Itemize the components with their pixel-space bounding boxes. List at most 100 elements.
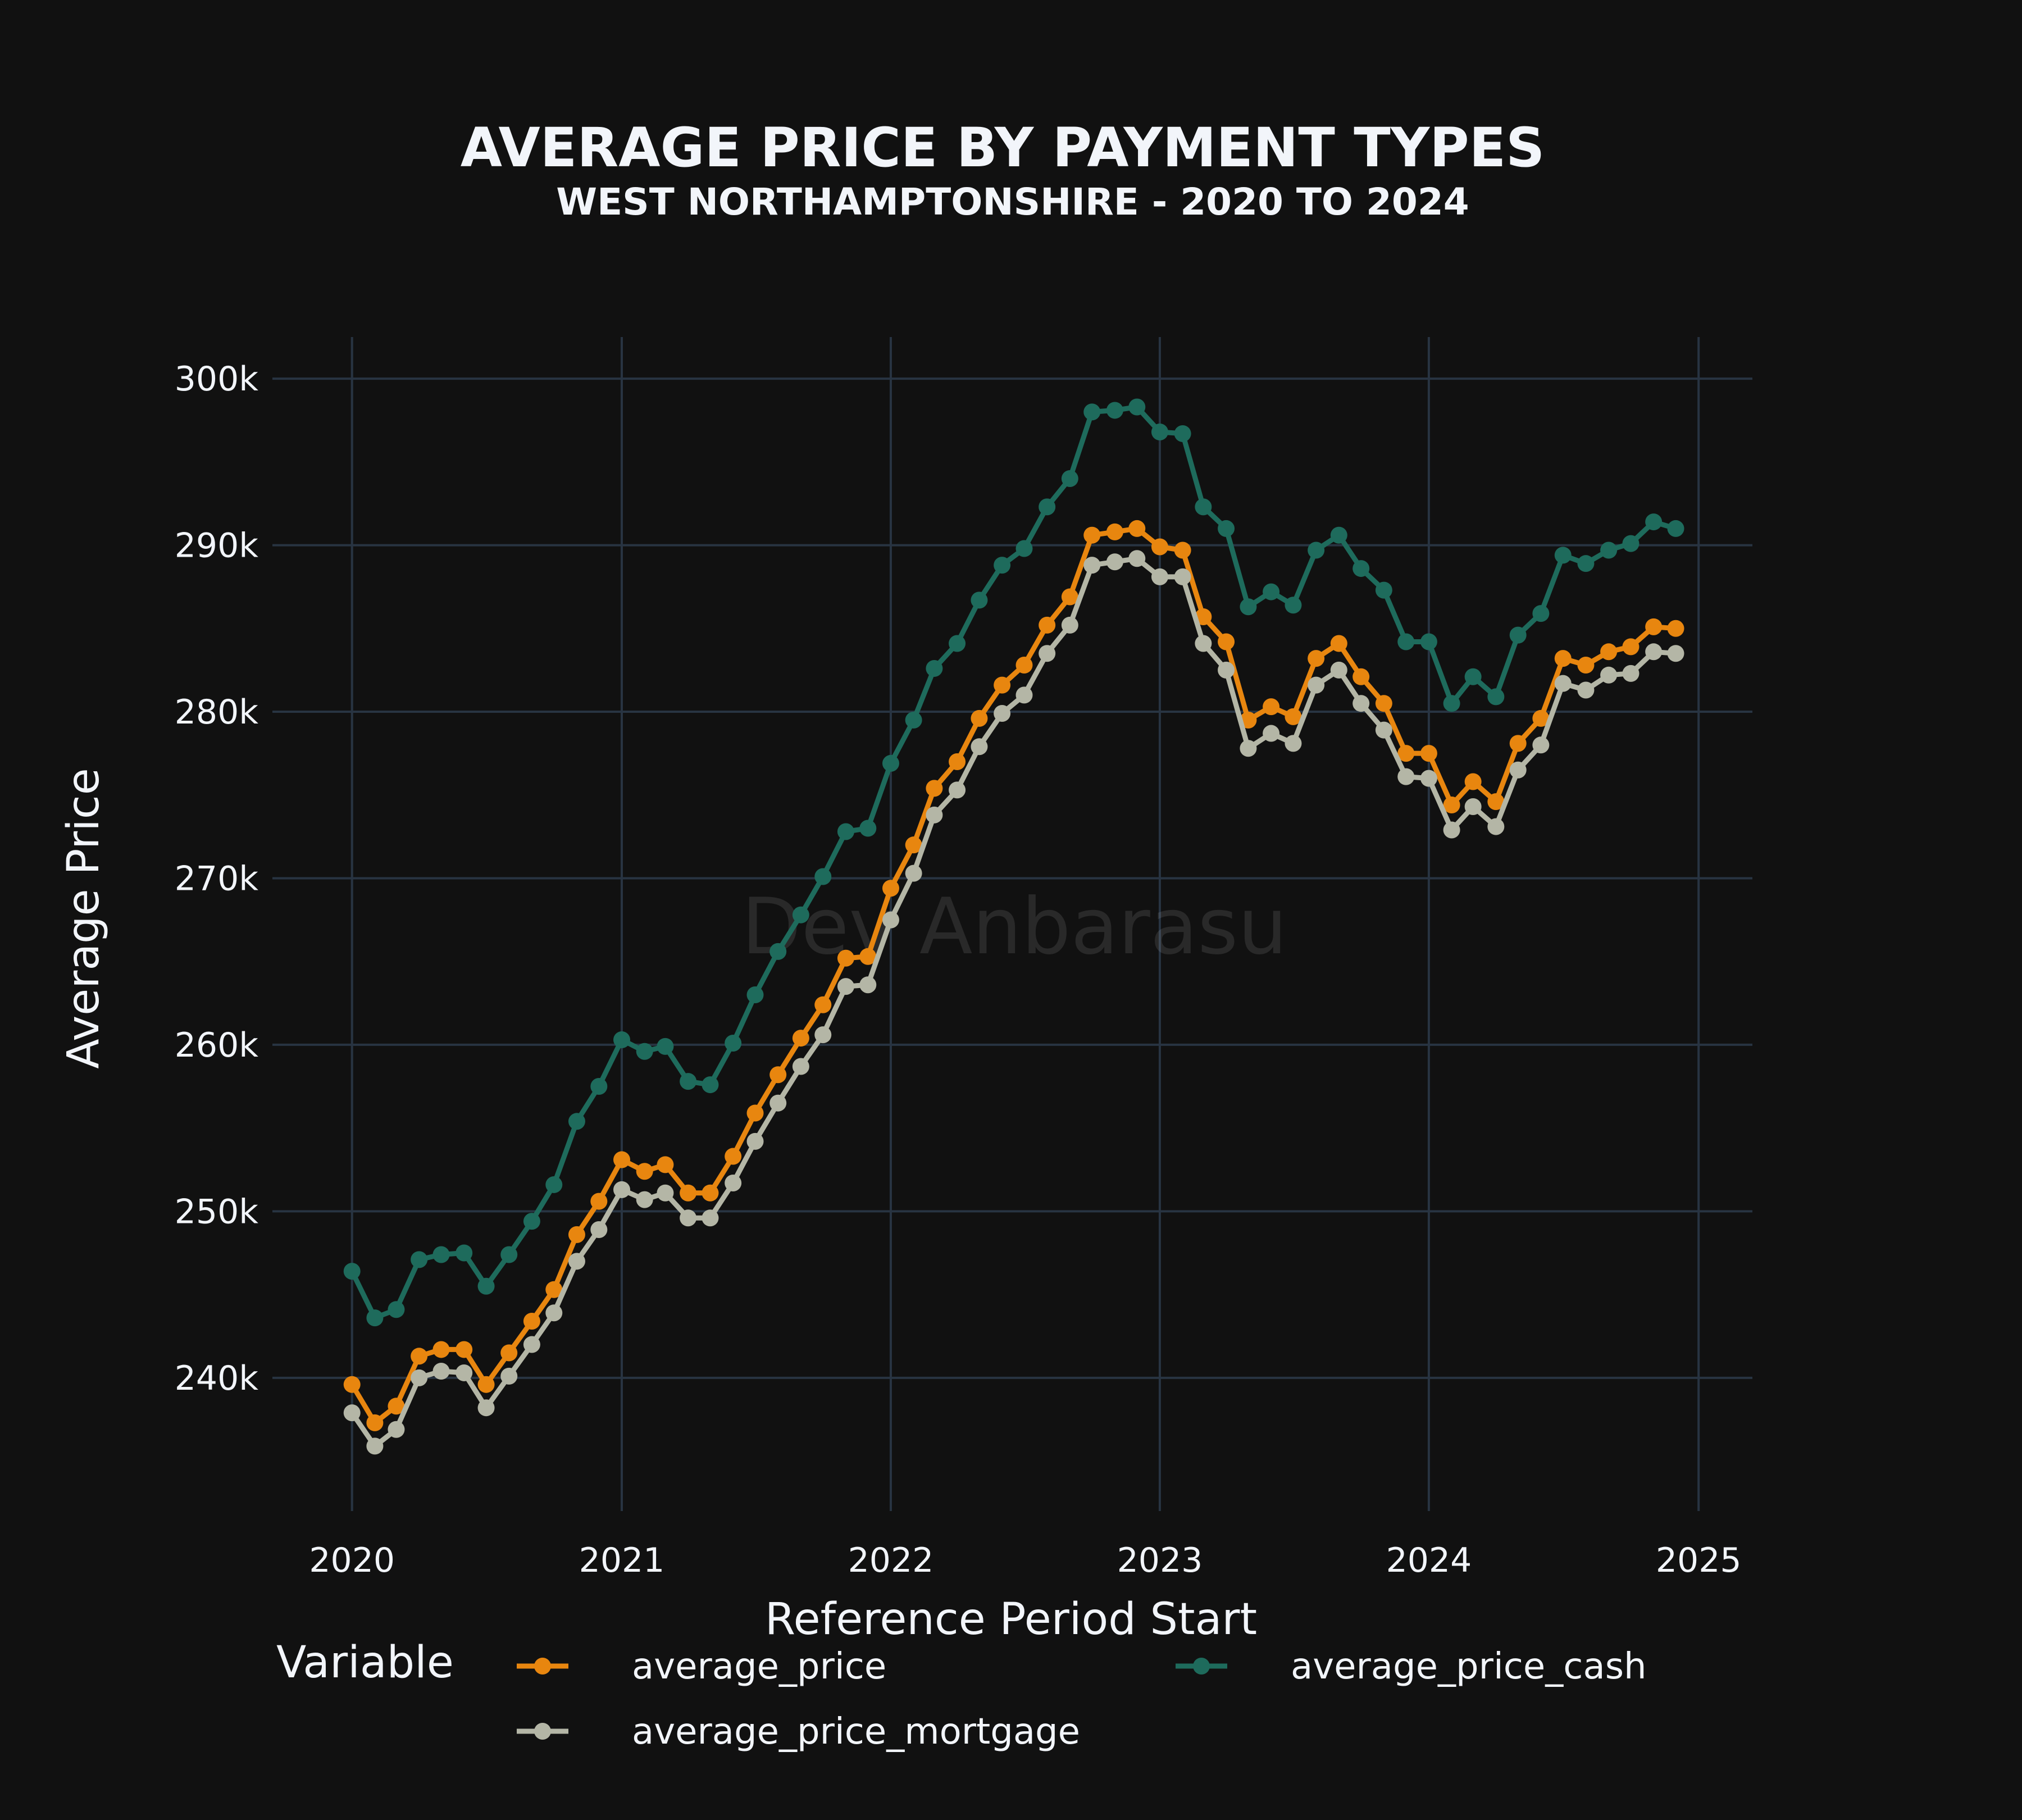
data-point — [1128, 550, 1146, 567]
data-point — [1106, 523, 1123, 540]
data-point — [1532, 709, 1550, 727]
data-point — [859, 948, 877, 965]
series-average_price — [343, 520, 1684, 1431]
legend-swatch-marker — [534, 1723, 551, 1740]
data-point — [456, 1244, 473, 1262]
data-point — [1352, 695, 1370, 712]
data-point — [545, 1281, 563, 1298]
data-point — [1308, 676, 1325, 694]
data-point — [523, 1313, 540, 1330]
data-point — [1645, 513, 1663, 531]
data-point — [343, 1404, 361, 1422]
data-point — [477, 1399, 495, 1417]
data-point — [680, 1209, 697, 1227]
data-point — [814, 996, 832, 1013]
data-point — [837, 823, 854, 840]
data-point — [1039, 645, 1056, 662]
data-point — [568, 1226, 585, 1243]
data-point — [1195, 608, 1212, 626]
data-point — [613, 1181, 631, 1198]
data-point — [388, 1421, 405, 1438]
data-point — [1600, 643, 1618, 661]
data-point — [366, 1437, 384, 1455]
y-tick-label: 300k — [175, 360, 259, 399]
data-point — [680, 1184, 697, 1202]
data-point — [837, 978, 854, 995]
data-point — [432, 1362, 450, 1380]
data-point — [792, 906, 809, 923]
data-point — [613, 1031, 631, 1049]
data-point — [545, 1304, 563, 1322]
data-point — [905, 865, 922, 882]
legend-item-average_price[interactable]: average_price — [517, 1646, 886, 1687]
x-tick-label: 2023 — [1117, 1541, 1203, 1580]
data-point — [882, 754, 899, 772]
data-point — [613, 1151, 631, 1168]
data-point — [523, 1336, 540, 1353]
data-point — [545, 1176, 563, 1193]
data-point — [1509, 761, 1527, 779]
data-point — [926, 659, 943, 677]
data-point — [1240, 598, 1257, 616]
data-point — [1397, 745, 1415, 762]
data-point — [971, 709, 988, 727]
y-tick-label: 250k — [175, 1192, 259, 1231]
series-average_price_mortgage — [343, 550, 1684, 1455]
data-point — [590, 1193, 608, 1210]
data-point — [432, 1246, 450, 1263]
data-point — [568, 1113, 585, 1130]
data-point — [1174, 542, 1191, 559]
data-point — [725, 1034, 742, 1052]
data-point — [636, 1163, 653, 1180]
x-tick-label: 2025 — [1656, 1541, 1742, 1580]
data-point — [1554, 650, 1572, 667]
data-point — [343, 1376, 361, 1393]
data-point — [1061, 470, 1078, 487]
data-point — [1600, 542, 1618, 559]
data-point — [477, 1277, 495, 1295]
data-point — [1061, 616, 1078, 634]
data-point — [1352, 560, 1370, 577]
data-point — [1083, 526, 1101, 544]
data-point — [411, 1251, 428, 1268]
data-point — [1061, 588, 1078, 606]
data-point — [1375, 721, 1392, 739]
data-point — [1443, 821, 1460, 839]
data-point — [1532, 736, 1550, 754]
legend-label: average_price_mortgage — [632, 1711, 1080, 1753]
data-point — [1420, 633, 1437, 650]
data-point — [1464, 798, 1482, 815]
data-point — [523, 1213, 540, 1230]
y-tick-label: 270k — [175, 859, 259, 898]
data-point — [1352, 668, 1370, 685]
legend-item-average_price_cash[interactable]: average_price_cash — [1176, 1646, 1647, 1687]
data-point — [1218, 661, 1235, 679]
y-tick-label: 260k — [175, 1026, 259, 1065]
data-point — [1554, 675, 1572, 692]
data-point — [1509, 735, 1527, 752]
data-point — [837, 949, 854, 967]
data-point — [657, 1038, 674, 1055]
x-axis-title: Reference Period Start — [765, 1594, 1257, 1645]
data-point — [1622, 535, 1640, 552]
data-point — [500, 1246, 518, 1263]
data-point — [657, 1156, 674, 1173]
data-point — [1577, 657, 1595, 674]
data-point — [590, 1078, 608, 1095]
data-point — [702, 1184, 719, 1202]
data-point — [905, 711, 922, 729]
legend-item-average_price_mortgage[interactable]: average_price_mortgage — [517, 1711, 1080, 1753]
data-point — [477, 1376, 495, 1393]
data-point — [1151, 568, 1168, 585]
data-point — [1487, 688, 1505, 706]
data-point — [814, 868, 832, 885]
data-point — [343, 1263, 361, 1280]
data-point — [725, 1174, 742, 1191]
data-point — [1174, 425, 1191, 442]
data-point — [1397, 633, 1415, 650]
data-point — [1487, 818, 1505, 835]
data-point — [1667, 620, 1684, 637]
data-point — [905, 836, 922, 854]
data-point — [882, 880, 899, 897]
